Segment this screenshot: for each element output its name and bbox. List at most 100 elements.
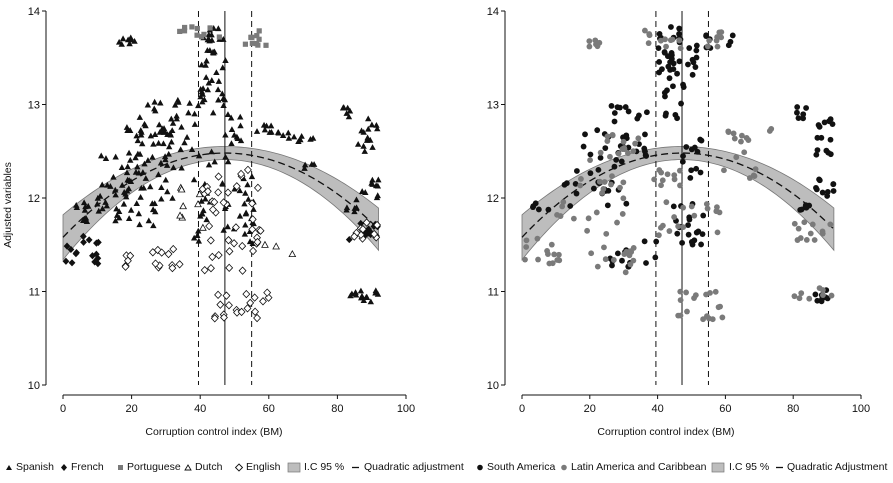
point-latin-america-and-caribbean	[819, 230, 826, 237]
point-english	[203, 187, 212, 196]
point-spanish	[162, 176, 169, 183]
y-tick-label: 12	[487, 193, 499, 205]
point-south-america	[594, 127, 601, 134]
point-spanish	[127, 206, 135, 213]
point-portuguese	[194, 25, 200, 32]
point-latin-america-and-caribbean	[586, 43, 593, 50]
point-spanish	[80, 217, 87, 223]
point-french	[85, 236, 93, 244]
point-latin-america-and-caribbean	[587, 157, 593, 164]
point-south-america	[691, 144, 698, 151]
point-latin-america-and-caribbean	[625, 150, 631, 157]
point-spanish	[149, 153, 156, 160]
point-spanish	[168, 138, 175, 145]
point-spanish	[236, 187, 244, 194]
point-spanish	[94, 200, 101, 207]
point-portuguese	[256, 36, 262, 42]
point-south-america	[530, 203, 537, 210]
point-english	[246, 298, 255, 308]
point-english	[164, 249, 173, 259]
point-latin-america-and-caribbean	[578, 176, 584, 182]
point-south-america	[609, 262, 615, 269]
point-south-america	[656, 59, 663, 65]
y-tick-label: 12	[28, 193, 40, 205]
point-spanish	[133, 200, 140, 206]
point-spanish	[224, 223, 231, 230]
point-latin-america-and-caribbean	[741, 149, 748, 156]
point-spanish	[140, 184, 147, 191]
point-south-america	[611, 163, 618, 170]
legend-ci-label-right: I.C 95 %	[729, 461, 769, 473]
point-latin-america-and-caribbean	[555, 251, 562, 258]
point-latin-america-and-caribbean	[549, 260, 556, 267]
point-spanish	[242, 221, 249, 228]
point-spanish	[98, 181, 106, 188]
x-tick-label: 80	[331, 403, 343, 415]
point-south-america	[679, 158, 686, 165]
point-english	[175, 260, 184, 269]
point-spanish	[150, 140, 157, 147]
point-south-america	[676, 58, 683, 65]
point-spanish	[295, 138, 302, 145]
point-latin-america-and-caribbean	[743, 135, 750, 141]
right-axes: 10 11 12 13 14 0 20 40 60 80 100	[487, 6, 870, 415]
point-spanish	[197, 93, 204, 100]
point-spanish	[351, 208, 358, 215]
point-south-america	[666, 75, 673, 82]
point-south-america	[813, 151, 820, 158]
point-spanish	[221, 205, 229, 212]
point-spanish	[352, 289, 359, 295]
point-english	[205, 221, 214, 231]
point-english	[225, 247, 234, 256]
point-french	[80, 238, 87, 246]
point-latin-america-and-caribbean	[691, 212, 698, 219]
x-tick-label: 0	[60, 403, 66, 415]
legend-french-marker	[61, 464, 67, 471]
point-english	[370, 229, 379, 239]
point-latin-america-and-caribbean	[675, 312, 682, 319]
point-spanish	[173, 112, 180, 119]
point-english	[220, 313, 228, 322]
point-english	[168, 263, 177, 273]
point-english	[210, 197, 219, 207]
point-south-america	[580, 143, 587, 150]
point-south-america	[693, 47, 700, 54]
point-french	[67, 245, 75, 254]
left-reference-lines	[197, 11, 253, 385]
point-latin-america-and-caribbean	[535, 256, 541, 263]
point-spanish	[214, 86, 222, 93]
point-english	[157, 248, 166, 257]
point-spanish	[183, 133, 191, 140]
point-spanish	[125, 215, 133, 221]
point-latin-america-and-caribbean	[545, 251, 551, 257]
point-south-america	[693, 42, 700, 49]
point-english	[224, 235, 233, 245]
point-latin-america-and-caribbean	[635, 135, 642, 142]
point-french	[79, 232, 87, 241]
point-latin-america-and-caribbean	[560, 199, 567, 205]
legend-latin-america-label: Latin America and Caribbean	[571, 461, 707, 473]
point-south-america	[611, 110, 618, 116]
point-south-america	[656, 69, 663, 76]
point-english	[249, 246, 258, 256]
point-latin-america-and-caribbean	[803, 237, 810, 243]
point-english	[253, 237, 262, 247]
point-latin-america-and-caribbean	[620, 179, 627, 186]
point-south-america	[655, 45, 662, 52]
point-spanish	[279, 132, 287, 138]
point-south-america	[604, 202, 611, 209]
point-english	[222, 291, 231, 300]
point-spanish	[115, 208, 123, 215]
point-spanish	[275, 129, 282, 136]
y-tick-label: 11	[488, 287, 499, 299]
legend-portuguese-label: Portuguese	[127, 461, 181, 473]
point-spanish	[307, 135, 314, 142]
point-french	[63, 242, 71, 250]
point-spanish	[110, 173, 117, 180]
point-english	[214, 172, 223, 181]
point-south-america	[814, 134, 821, 141]
point-english	[248, 199, 257, 208]
point-latin-america-and-caribbean	[715, 304, 722, 311]
point-dutch	[179, 202, 188, 210]
point-south-america	[683, 144, 690, 150]
